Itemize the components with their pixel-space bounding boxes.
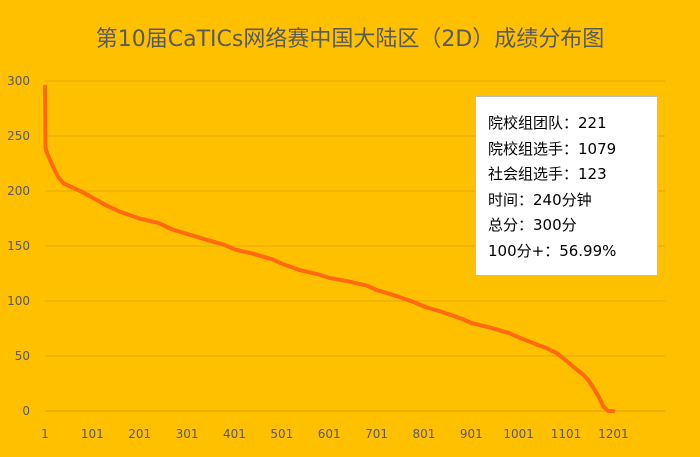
x-tick-label: 501 [270,427,293,441]
x-tick-label: 1001 [503,427,534,441]
x-tick-label: 401 [223,427,246,441]
y-tick-label: 250 [7,129,30,143]
series-line [43,84,616,413]
x-tick-label: 1 [41,427,49,441]
info-box: 院校组团队：221 院校组选手：1079 社会组选手：123 时间：240分钟 … [475,96,658,276]
info-line-100-plus: 100分+：56.99% [488,241,617,260]
y-tick-label: 150 [7,239,30,253]
x-tick-label: 601 [318,427,341,441]
chart-title: 第10届CaTICs网络赛中国大陆区（2D）成绩分布图 [96,27,605,52]
y-axis-ticks: 0 50 100 150 200 250 300 [7,74,30,418]
y-tick-label: 0 [22,404,30,418]
x-tick-label: 701 [365,427,388,441]
info-line-college-players: 院校组选手：1079 [488,139,617,158]
info-line-social-players: 社会组选手：123 [488,165,607,183]
x-tick-label: 801 [412,427,435,441]
y-tick-label: 200 [7,184,30,198]
x-tick-label: 1201 [598,427,629,441]
y-tick-label: 50 [15,349,30,363]
x-tick-label: 901 [460,427,483,441]
x-tick-label: 101 [81,427,104,441]
info-line-teams: 院校组团队：221 [488,114,607,132]
x-tick-label: 301 [176,427,199,441]
x-axis-ticks: 1 101 201 301 401 501 601 701 801 901 1001 1101 1201 [41,427,628,441]
info-line-total-score: 总分：300分 [488,216,577,234]
y-tick-label: 100 [7,294,30,308]
x-tick-label: 201 [128,427,151,441]
series-layer [43,84,616,413]
info-line-time: 时间：240分钟 [488,190,592,209]
y-tick-label: 300 [7,74,30,88]
x-tick-label: 1101 [551,427,582,441]
